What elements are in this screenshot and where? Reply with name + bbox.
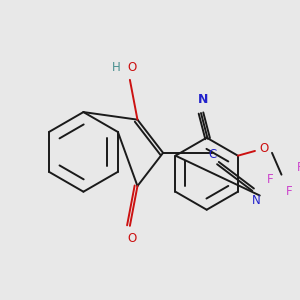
Text: O: O (127, 232, 136, 245)
Text: O: O (260, 142, 269, 154)
Text: H: H (112, 61, 121, 74)
Text: N: N (198, 93, 208, 106)
Text: N: N (252, 194, 260, 207)
Text: C: C (208, 148, 217, 161)
Text: F: F (297, 160, 300, 174)
Text: F: F (286, 185, 292, 198)
Text: O: O (127, 61, 136, 74)
Text: F: F (267, 173, 273, 186)
